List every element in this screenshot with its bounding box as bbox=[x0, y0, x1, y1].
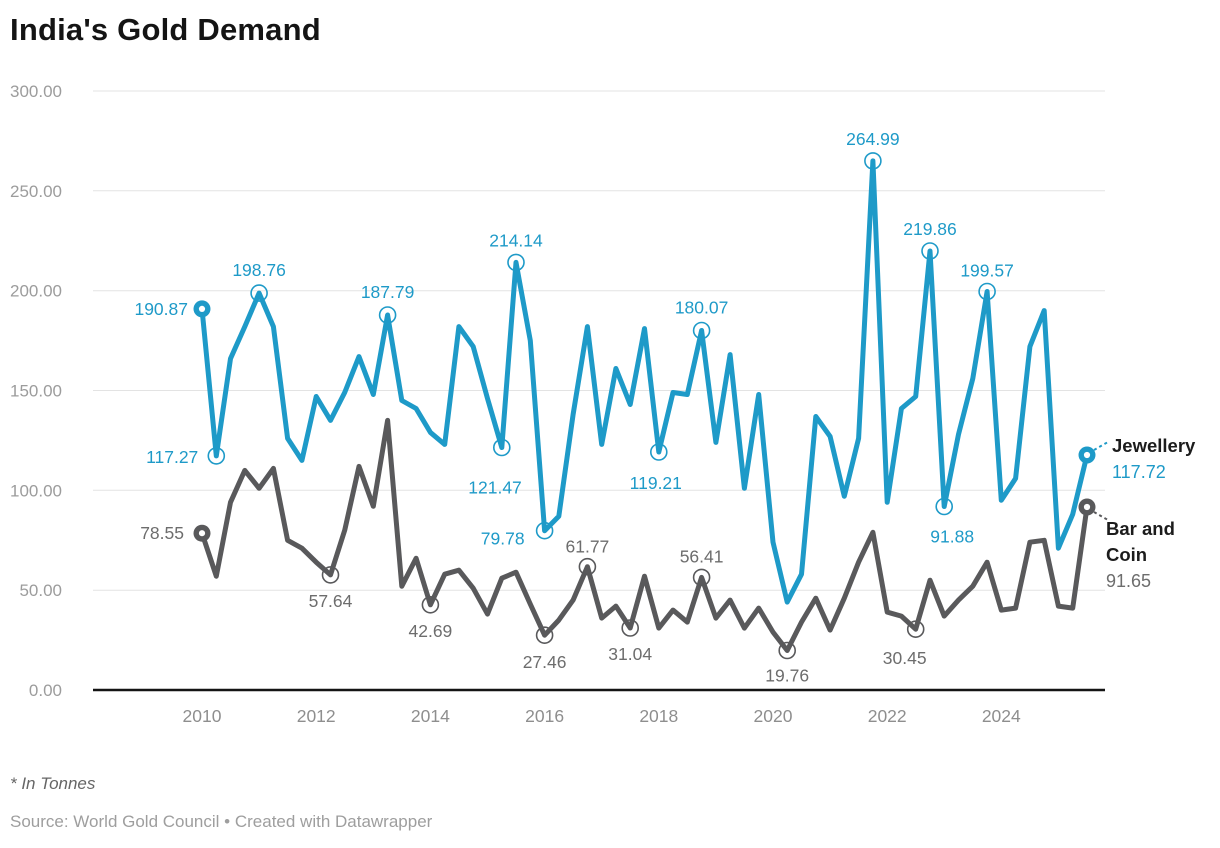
annotated-point-marker bbox=[378, 306, 397, 324]
y-tick-label: 250.00 bbox=[10, 182, 62, 201]
data-label: 214.14 bbox=[489, 230, 543, 250]
y-tick-label: 100.00 bbox=[10, 481, 62, 500]
x-tick-label: 2014 bbox=[411, 706, 450, 726]
y-tick-label: 300.00 bbox=[10, 82, 62, 101]
endpoint-marker-hole bbox=[198, 305, 206, 312]
annotated-point-marker bbox=[921, 242, 939, 260]
data-label: 190.87 bbox=[134, 299, 188, 319]
data-label: 27.46 bbox=[523, 652, 567, 672]
series-label-jewellery: Jewellery 117.72 bbox=[1112, 433, 1216, 485]
data-label: 198.76 bbox=[232, 260, 286, 280]
annotated-point-marker bbox=[778, 641, 797, 660]
series-line-bar-and-coin bbox=[199, 417, 1090, 653]
y-tick-label: 0.00 bbox=[29, 681, 62, 700]
endpoint-marker-hole bbox=[1083, 503, 1091, 511]
annotated-point-marker bbox=[578, 557, 597, 576]
series-name-jewellery: Jewellery bbox=[1112, 435, 1196, 456]
data-label: 19.76 bbox=[765, 666, 809, 686]
line-chart: 300.00 250.00 200.00 150.00 100.00 50.00 0.00 2… bbox=[10, 82, 1109, 726]
data-label: 219.86 bbox=[903, 219, 957, 239]
x-tick-label: 2020 bbox=[754, 706, 793, 726]
annotated-point-marker bbox=[507, 253, 525, 272]
data-label: 264.99 bbox=[846, 129, 900, 149]
annotated-point-marker bbox=[621, 619, 640, 637]
annotated-point-marker bbox=[864, 152, 882, 170]
data-label: 187.79 bbox=[361, 282, 415, 302]
data-label: 31.04 bbox=[608, 644, 652, 664]
y-tick-label: 150.00 bbox=[10, 382, 62, 401]
annotated-point-marker bbox=[978, 282, 996, 301]
series-line-jewellery bbox=[199, 158, 1090, 605]
annotated-point-marker bbox=[421, 595, 440, 614]
connector-bar-and-coin bbox=[1093, 511, 1109, 521]
data-label: 78.55 bbox=[140, 523, 184, 543]
y-tick-label: 200.00 bbox=[10, 282, 62, 301]
x-tick-label: 2022 bbox=[868, 706, 907, 726]
endpoint-marker-hole bbox=[198, 530, 206, 537]
data-label: 117.27 bbox=[146, 447, 198, 467]
x-tick-label: 2016 bbox=[525, 706, 564, 726]
source-line: Source: World Gold Council • Created wit… bbox=[10, 812, 433, 831]
annotated-point-marker bbox=[250, 284, 268, 302]
data-label: 199.57 bbox=[960, 261, 1014, 281]
annotated-point-marker bbox=[321, 566, 340, 584]
series-name-bar-and-coin: Bar and Coin bbox=[1106, 518, 1175, 565]
data-label: 61.77 bbox=[566, 537, 610, 557]
x-tick-label: 2010 bbox=[183, 706, 222, 726]
chart-title: India's Gold Demand bbox=[10, 12, 321, 47]
data-label: 56.41 bbox=[680, 546, 724, 566]
annotated-point-marker bbox=[535, 626, 554, 645]
data-label: 30.45 bbox=[883, 648, 927, 668]
series-value-jewellery: 117.72 bbox=[1112, 462, 1166, 482]
annotated-point-marker bbox=[692, 321, 711, 340]
endpoint-marker-hole bbox=[1083, 451, 1091, 459]
y-tick-label: 50.00 bbox=[19, 581, 62, 600]
annotated-point-marker bbox=[935, 497, 954, 516]
annotated-point-marker bbox=[906, 620, 925, 639]
annotated-point-marker bbox=[535, 521, 554, 540]
annotated-point-marker bbox=[692, 568, 711, 587]
data-label: 121.47 bbox=[468, 478, 522, 498]
x-tick-label: 2024 bbox=[982, 706, 1021, 726]
footnote: * In Tonnes bbox=[10, 774, 96, 793]
x-tick-label: 2018 bbox=[639, 706, 678, 726]
data-label: 57.64 bbox=[309, 591, 353, 611]
series-label-bar-and-coin: Bar and Coin 91.65 bbox=[1106, 516, 1194, 594]
series-value-bar-and-coin: 91.65 bbox=[1106, 571, 1152, 591]
data-label: 119.21 bbox=[630, 473, 682, 493]
annotated-point-marker bbox=[649, 443, 668, 461]
annotated-point-marker bbox=[207, 447, 226, 465]
data-label: 91.88 bbox=[930, 527, 974, 547]
connector-jewellery bbox=[1093, 441, 1109, 451]
x-tick-label: 2012 bbox=[297, 706, 336, 726]
data-label: 79.78 bbox=[481, 529, 525, 549]
data-label: 42.69 bbox=[409, 621, 453, 641]
annotated-point-marker bbox=[492, 438, 511, 457]
data-label: 180.07 bbox=[675, 298, 729, 318]
